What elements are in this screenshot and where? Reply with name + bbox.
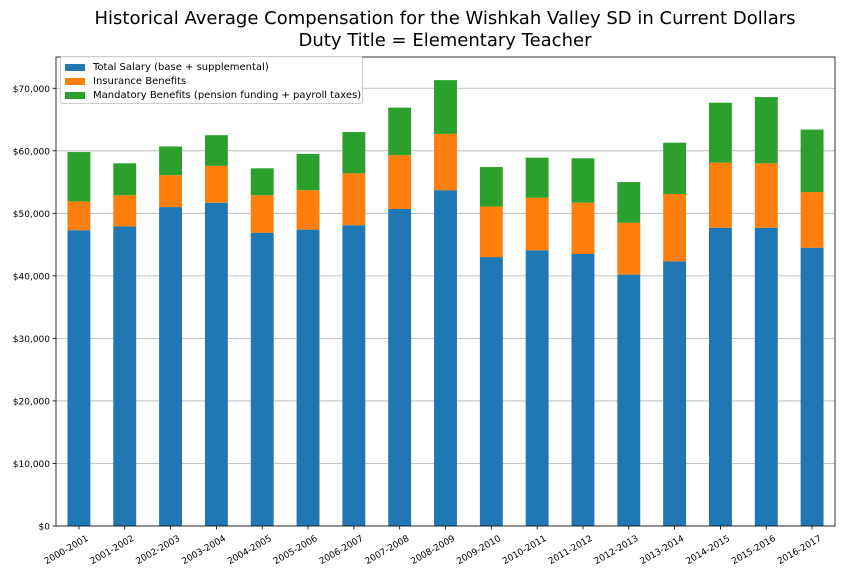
bar-mandatory-2016-2017 <box>800 129 824 193</box>
bar-insurance-2005-2006 <box>296 190 320 230</box>
x-tick-label: 2002-2003 <box>135 534 182 567</box>
bar-salary-2000-2001 <box>67 230 91 526</box>
x-tick-label: 2010-2011 <box>501 534 548 567</box>
bar-mandatory-2004-2005 <box>250 168 274 196</box>
bar-mandatory-2013-2014 <box>663 142 687 194</box>
x-tick-label: 2014-2015 <box>684 534 731 567</box>
bar-insurance-2000-2001 <box>67 201 91 231</box>
x-tick-label: 2001-2002 <box>89 534 136 567</box>
x-tick-label: 2007-2008 <box>364 534 412 567</box>
bar-salary-2011-2012 <box>571 253 595 527</box>
legend-swatch-total-salary <box>65 63 85 71</box>
legend-item-insurance: Insurance Benefits <box>65 74 362 88</box>
bar-mandatory-2006-2007 <box>342 132 366 174</box>
bar-mandatory-2014-2015 <box>708 102 732 163</box>
bar-insurance-2012-2013 <box>617 222 641 275</box>
bar-salary-2010-2011 <box>525 250 549 526</box>
bar-insurance-2011-2012 <box>571 202 595 254</box>
legend-swatch-insurance <box>65 77 85 85</box>
y-axis-ticks: $0 $10,000 $20,000 $30,000 $40,000 $50,000 $60… <box>13 85 56 533</box>
bar-salary-2007-2008 <box>388 208 412 526</box>
legend-label-insurance: Insurance Benefits <box>93 75 187 87</box>
bar-mandatory-2010-2011 <box>525 157 549 198</box>
x-axis-ticks: 2000-20012001-20022002-20032003-20042004… <box>43 526 824 567</box>
bar-insurance-2006-2007 <box>342 173 366 226</box>
x-tick-label: 2003-2004 <box>180 534 228 567</box>
bar-mandatory-2002-2003 <box>159 146 183 176</box>
legend-label-total-salary: Total Salary (base + supplemental) <box>93 61 269 73</box>
chart-title: Historical Average Compensation for the … <box>0 8 864 52</box>
y-tick-label: $50,000 <box>13 210 50 220</box>
y-tick-label: $70,000 <box>13 85 50 95</box>
x-tick-label: 2008-2009 <box>410 534 458 567</box>
legend-swatch-mandatory <box>65 91 85 99</box>
y-tick-label: $20,000 <box>13 397 50 407</box>
y-tick-label: $60,000 <box>13 147 50 157</box>
x-tick-label: 2011-2012 <box>547 534 594 567</box>
bar-mandatory-2011-2012 <box>571 158 595 203</box>
bar-insurance-2015-2016 <box>754 163 778 228</box>
bar-insurance-2003-2004 <box>204 165 228 203</box>
bars <box>67 80 824 527</box>
x-tick-label: 2004-2005 <box>226 534 273 567</box>
bar-salary-2015-2016 <box>754 227 778 526</box>
bar-insurance-2016-2017 <box>800 192 824 248</box>
y-tick-label: $40,000 <box>13 272 50 282</box>
y-tick-label: $30,000 <box>13 335 50 345</box>
bar-salary-2002-2003 <box>159 207 183 526</box>
legend-label-mandatory: Mandatory Benefits (pension funding + pa… <box>93 89 362 101</box>
x-tick-label: 2006-2007 <box>318 534 365 567</box>
bar-salary-2012-2013 <box>617 274 641 526</box>
bar-mandatory-2007-2008 <box>388 107 412 156</box>
bar-insurance-2013-2014 <box>663 193 687 262</box>
bar-salary-2001-2002 <box>113 226 137 526</box>
bar-mandatory-2001-2002 <box>113 163 137 196</box>
bar-salary-2009-2010 <box>479 257 503 526</box>
x-tick-label: 2015-2016 <box>730 534 778 567</box>
legend: Total Salary (base + supplemental) Insur… <box>60 56 363 104</box>
x-tick-label: 2005-2006 <box>272 534 320 567</box>
subtitle-line: Duty Title = Elementary Teacher <box>298 30 592 51</box>
bar-insurance-2007-2008 <box>388 155 412 209</box>
x-tick-label: 2009-2010 <box>455 534 503 567</box>
bar-mandatory-2000-2001 <box>67 152 91 202</box>
bar-salary-2016-2017 <box>800 247 824 526</box>
bar-mandatory-2009-2010 <box>479 167 503 207</box>
bar-insurance-2010-2011 <box>525 197 549 251</box>
bar-salary-2008-2009 <box>434 190 457 527</box>
bar-mandatory-2015-2016 <box>754 97 778 164</box>
legend-item-mandatory: Mandatory Benefits (pension funding + pa… <box>65 88 362 102</box>
bar-salary-2006-2007 <box>342 225 366 526</box>
x-tick-label: 2013-2014 <box>639 534 687 567</box>
bar-mandatory-2005-2006 <box>296 153 320 191</box>
y-tick-label: $0 <box>39 523 51 533</box>
bar-insurance-2009-2010 <box>479 206 503 258</box>
bar-mandatory-2012-2013 <box>617 182 641 223</box>
bar-salary-2005-2006 <box>296 229 320 527</box>
x-tick-label: 2016-2017 <box>776 534 823 567</box>
x-tick-label: 2012-2013 <box>593 534 640 567</box>
bar-insurance-2002-2003 <box>159 175 183 208</box>
legend-item-total-salary: Total Salary (base + supplemental) <box>65 60 362 74</box>
y-tick-label: $10,000 <box>13 460 50 470</box>
bar-insurance-2001-2002 <box>113 195 137 227</box>
title-line: Historical Average Compensation for the … <box>94 8 796 29</box>
x-tick-label: 2000-2001 <box>43 534 90 567</box>
bar-insurance-2014-2015 <box>708 162 732 228</box>
bar-mandatory-2003-2004 <box>204 135 228 166</box>
bar-insurance-2008-2009 <box>434 133 457 191</box>
bar-salary-2014-2015 <box>708 227 732 526</box>
bar-salary-2013-2014 <box>663 261 687 526</box>
bar-insurance-2004-2005 <box>250 195 274 233</box>
bar-salary-2003-2004 <box>204 202 228 526</box>
bar-mandatory-2008-2009 <box>434 80 457 134</box>
bar-salary-2004-2005 <box>250 232 274 526</box>
